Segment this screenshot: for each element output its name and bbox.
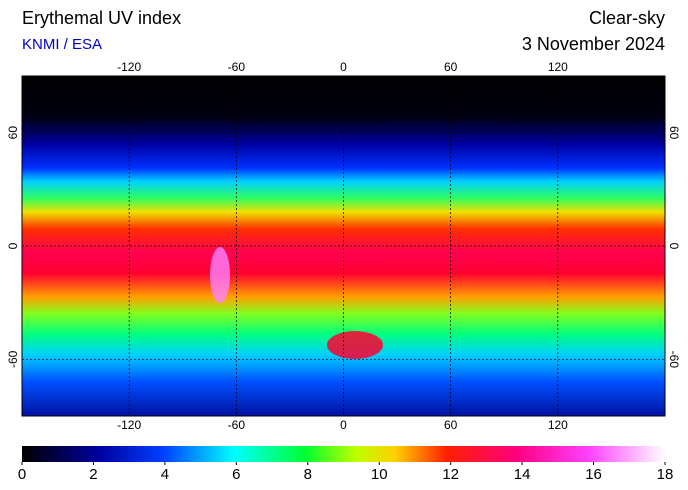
colorbar	[22, 446, 665, 462]
lat-label-left: 0	[6, 242, 20, 249]
title: Erythemal UV index	[22, 8, 181, 28]
colorbar-label: 12	[442, 466, 459, 483]
condition: Clear-sky	[589, 8, 665, 28]
colorbar-label: 18	[657, 466, 674, 483]
source: KNMI / ESA	[22, 36, 102, 53]
colorbar-label: 4	[161, 466, 169, 483]
colorbar-label: 6	[232, 466, 240, 483]
lon-label-bottom: -60	[228, 418, 246, 432]
lat-label-left: 60	[6, 126, 20, 140]
lon-label-top: 0	[340, 60, 347, 74]
uv-hotspot	[327, 331, 383, 359]
lat-label-right: -60	[667, 351, 681, 369]
colorbar-label: 2	[89, 466, 97, 483]
date: 3 November 2024	[522, 34, 665, 54]
lat-label-left: -60	[6, 350, 20, 368]
lon-label-bottom: 0	[340, 418, 347, 432]
lat-label-right: 0	[667, 243, 681, 250]
lon-label-bottom: 60	[444, 418, 458, 432]
lat-label-right: 60	[667, 126, 681, 140]
colorbar-label: 14	[514, 466, 531, 483]
colorbar-label: 16	[585, 466, 602, 483]
colorbar-label: 0	[18, 466, 26, 483]
colorbar-label: 8	[304, 466, 312, 483]
andes-hotspot	[210, 247, 230, 303]
colorbar-label: 10	[371, 466, 388, 483]
lon-label-top: 60	[444, 60, 458, 74]
lon-label-bottom: -120	[117, 418, 141, 432]
lon-label-top: -120	[117, 60, 141, 74]
lon-label-bottom: 120	[548, 418, 568, 432]
lon-label-top: 120	[548, 60, 568, 74]
lon-label-top: -60	[228, 60, 246, 74]
